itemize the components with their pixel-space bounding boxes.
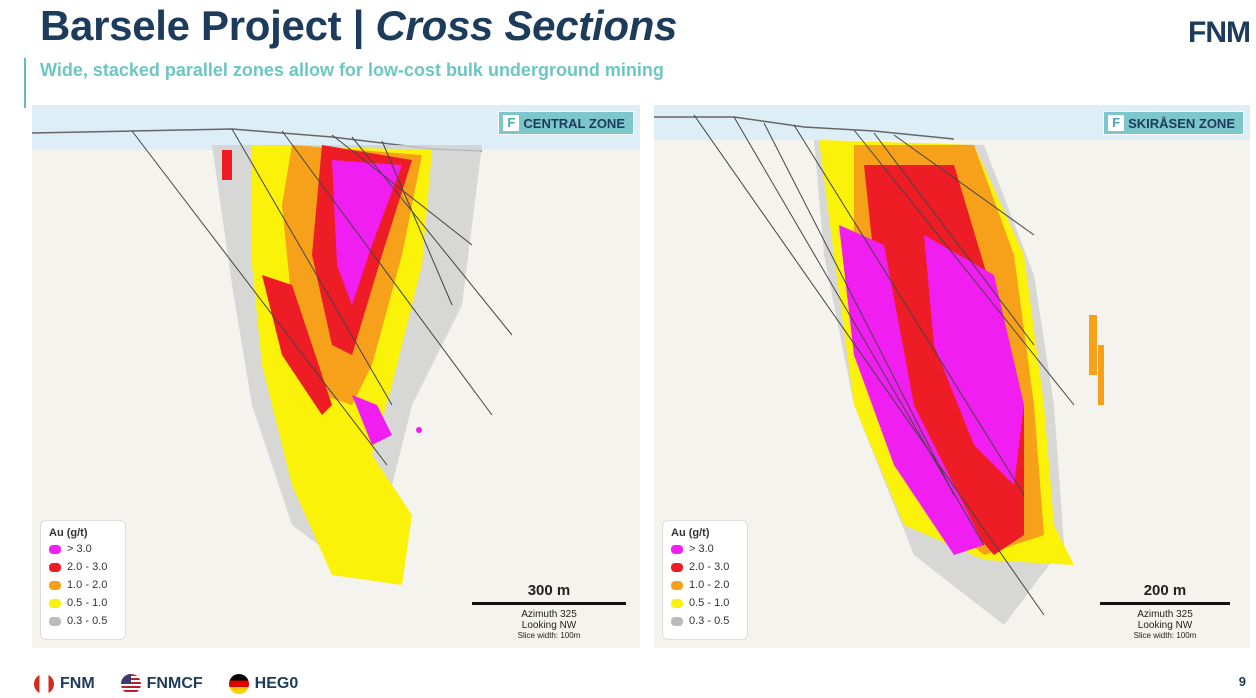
ticker-heg0: HEG0 bbox=[254, 675, 299, 692]
legend-item: 0.3 - 0.5 bbox=[49, 615, 107, 627]
canada-flag-icon bbox=[34, 674, 54, 694]
legend-label: 2.0 - 3.0 bbox=[689, 561, 730, 573]
legend-item: > 3.0 bbox=[49, 543, 92, 555]
looking-label: Looking NW bbox=[521, 620, 577, 631]
germany-flag-icon bbox=[228, 674, 249, 694]
legend-label: 2.0 - 3.0 bbox=[67, 561, 108, 573]
orange-lens-2 bbox=[1098, 345, 1104, 405]
legend-label: 0.5 - 1.0 bbox=[689, 597, 730, 609]
page-subtitle: Wide, stacked parallel zones allow for l… bbox=[40, 60, 664, 80]
f-logo-icon: F bbox=[1108, 115, 1125, 131]
slice-label: Slice width: 100m bbox=[1133, 631, 1197, 640]
assay-point bbox=[416, 427, 422, 433]
fnm-logo: FNM bbox=[1188, 16, 1251, 49]
ticker-fnmcf: FNMCF bbox=[146, 675, 203, 692]
page-number: 9 bbox=[1238, 674, 1246, 689]
magenta-zone bbox=[839, 225, 984, 555]
f-logo-icon: F bbox=[503, 115, 520, 131]
azimuth-label: Azimuth 325 bbox=[521, 609, 577, 620]
topography-line bbox=[654, 116, 955, 140]
accent-bar bbox=[24, 58, 26, 108]
drill-holes bbox=[693, 114, 1075, 616]
legend: Au (g/t) > 3.0 2.0 - 3.0 1.0 - 2.0 0.5 -… bbox=[662, 520, 748, 640]
red-lens bbox=[222, 150, 232, 180]
legend-item: 1.0 - 2.0 bbox=[49, 579, 107, 591]
title-main: Barsele Project | bbox=[40, 2, 376, 49]
legend-label: > 3.0 bbox=[67, 543, 92, 555]
magenta-zone bbox=[332, 160, 402, 305]
scale-label: 300 m bbox=[527, 582, 571, 599]
legend-item: 0.3 - 0.5 bbox=[671, 615, 729, 627]
legend-label: 0.3 - 0.5 bbox=[67, 615, 108, 627]
central-zone-panel: F CENTRAL ZONE Au (g/t) > 3.0 2.0 - 3.0 1… bbox=[32, 105, 640, 648]
magenta-zone-2 bbox=[352, 395, 392, 445]
drill-holes bbox=[131, 128, 513, 466]
looking-label: Looking NW bbox=[1137, 620, 1193, 631]
azimuth-label: Azimuth 325 bbox=[1137, 609, 1193, 620]
skirasen-zone-panel: F SKIRÅSEN ZONE Au (g/t) > 3.0 2.0 - 3.0 … bbox=[654, 105, 1250, 648]
legend-item: 1.0 - 2.0 bbox=[671, 579, 729, 591]
scale-bar bbox=[472, 602, 626, 605]
legend-item: 0.5 - 1.0 bbox=[671, 597, 729, 609]
usa-flag-icon bbox=[120, 674, 141, 694]
legend-title: Au (g/t) bbox=[671, 527, 710, 539]
slice-label: Slice width: 100m bbox=[517, 631, 581, 640]
page-title: Barsele Project | Cross Sections bbox=[40, 2, 677, 50]
legend-item: > 3.0 bbox=[671, 543, 714, 555]
legend-label: > 3.0 bbox=[689, 543, 714, 555]
scale-label: 200 m bbox=[1143, 582, 1187, 599]
skirasen-zone-section-diagram bbox=[654, 105, 1250, 648]
legend-item: 2.0 - 3.0 bbox=[671, 561, 729, 573]
legend-label: 1.0 - 2.0 bbox=[67, 579, 108, 591]
footer-tickers: FNM FNMCF HEG0 bbox=[34, 674, 298, 694]
orange-lens bbox=[1089, 315, 1097, 375]
zone-label: SKIRÅSEN ZONE bbox=[1128, 115, 1235, 131]
legend-label: 0.5 - 1.0 bbox=[67, 597, 108, 609]
title-italic: Cross Sections bbox=[375, 2, 678, 49]
scale-block: 300 m Azimuth 325 Looking NW Slice width… bbox=[472, 582, 626, 640]
magenta-zone-2 bbox=[924, 235, 1024, 485]
legend-item: 0.5 - 1.0 bbox=[49, 597, 107, 609]
legend-label: 0.3 - 0.5 bbox=[689, 615, 730, 627]
red-zone-2 bbox=[262, 275, 332, 415]
ticker-fnm: FNM bbox=[60, 675, 95, 692]
scale-bar bbox=[1100, 602, 1230, 605]
zone-badge: F CENTRAL ZONE bbox=[498, 111, 634, 135]
legend-title: Au (g/t) bbox=[49, 527, 88, 539]
zone-badge: F SKIRÅSEN ZONE bbox=[1103, 111, 1244, 135]
legend-label: 1.0 - 2.0 bbox=[689, 579, 730, 591]
legend: Au (g/t) > 3.0 2.0 - 3.0 1.0 - 2.0 0.5 -… bbox=[40, 520, 126, 640]
zone-label: CENTRAL ZONE bbox=[523, 115, 625, 131]
scale-block: 200 m Azimuth 325 Looking NW Slice width… bbox=[1100, 582, 1230, 640]
legend-item: 2.0 - 3.0 bbox=[49, 561, 107, 573]
